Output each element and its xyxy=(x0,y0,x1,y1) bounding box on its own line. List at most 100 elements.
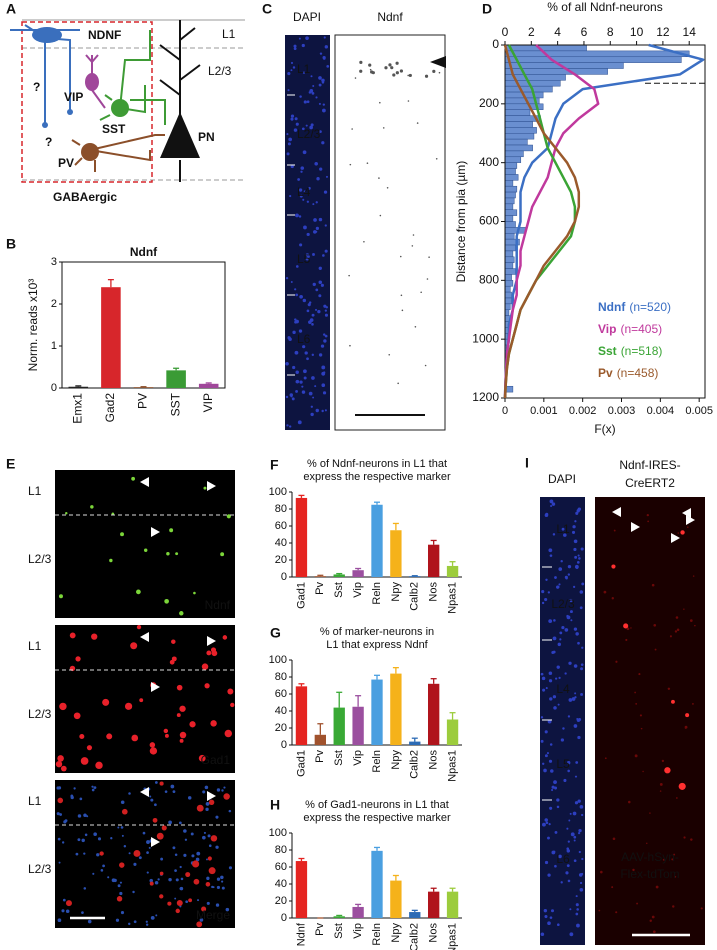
cell-dot xyxy=(286,424,289,427)
x-tick-label: 6 xyxy=(581,25,588,39)
cell-dot xyxy=(174,897,177,900)
y-tick-label: 80 xyxy=(275,671,287,683)
cell-dot xyxy=(58,594,63,599)
cell-dot xyxy=(548,548,553,553)
cell-dot xyxy=(95,761,103,770)
micrograph xyxy=(334,34,446,431)
error-bar xyxy=(355,567,362,571)
cell-dot xyxy=(638,673,641,676)
cell-dot xyxy=(390,66,394,70)
cell-dot xyxy=(556,585,560,589)
bar xyxy=(314,576,326,577)
arrowhead xyxy=(207,791,216,801)
arrowhead xyxy=(361,812,370,822)
cell-dot xyxy=(285,277,289,280)
x-tick-label: Vip xyxy=(352,923,364,939)
arrowhead xyxy=(361,634,370,644)
cell-dot xyxy=(560,738,565,742)
cell-dot xyxy=(230,702,235,708)
histogram-bar xyxy=(504,144,533,152)
cell-dot xyxy=(416,122,419,124)
cell-dot xyxy=(223,793,230,800)
cell-dot xyxy=(615,911,618,914)
cell-dot xyxy=(318,353,323,357)
cell-dot xyxy=(363,240,365,243)
legend-entry: Sst (n=518) xyxy=(598,344,662,358)
x-tick-label: Npas1 xyxy=(446,750,458,782)
cell-dot xyxy=(57,755,64,762)
cell-dot xyxy=(220,875,224,880)
cell-dot xyxy=(315,408,319,413)
cell-dot xyxy=(102,864,105,868)
y-tick-label: 40 xyxy=(275,878,287,890)
channel-label: Merge xyxy=(196,908,230,922)
cell-dot xyxy=(566,760,571,765)
cell-dot xyxy=(288,137,293,142)
cell-dot xyxy=(567,564,572,569)
histogram-bar xyxy=(504,180,514,187)
cell-dot xyxy=(674,630,678,633)
cell-dot xyxy=(295,390,298,393)
cell-dot xyxy=(77,814,82,818)
cell-dot xyxy=(157,878,160,881)
cell-dot xyxy=(175,878,179,882)
cell-dot xyxy=(154,781,158,784)
cell-dot xyxy=(116,896,123,902)
cell-dot xyxy=(215,845,219,849)
pv-neurites xyxy=(71,134,165,172)
cell-dot xyxy=(323,339,327,343)
cell-dot xyxy=(574,692,577,695)
cell-dot xyxy=(136,589,141,595)
cell-dot xyxy=(548,679,553,683)
cell-dot xyxy=(188,898,193,903)
cell-dot xyxy=(611,886,614,889)
cell-label: PV xyxy=(58,156,74,170)
panel-letter: H xyxy=(270,797,280,813)
cell-dot xyxy=(187,796,192,800)
cell-dot xyxy=(320,283,324,287)
cell-dot xyxy=(81,838,85,843)
error-bar xyxy=(430,678,437,684)
cell-dot xyxy=(196,921,203,928)
layer-label: L1 xyxy=(222,27,236,41)
cell-dot xyxy=(305,36,309,40)
cell-dot xyxy=(553,780,557,785)
x-tick-label: Sst xyxy=(333,923,345,939)
cell-dot xyxy=(298,329,303,333)
cell-dot xyxy=(207,834,211,838)
cell-dot xyxy=(93,786,97,790)
cell-dot xyxy=(545,578,548,581)
cell-dot xyxy=(623,623,629,629)
histogram-bar xyxy=(504,268,516,275)
error-bar xyxy=(336,572,343,575)
cell-dot xyxy=(323,371,326,374)
cell-dot xyxy=(57,786,62,790)
y-tick-label: 200 xyxy=(479,96,499,110)
cell-dot xyxy=(56,812,60,816)
cell-dot xyxy=(193,591,196,595)
histogram-bar xyxy=(504,109,531,116)
cell-dot xyxy=(649,812,651,814)
cell-dot xyxy=(299,380,303,384)
layer-label: L6 xyxy=(556,852,570,866)
bar xyxy=(133,387,154,388)
cell-dot xyxy=(579,881,583,885)
cell-dot xyxy=(322,254,325,257)
bar xyxy=(295,497,308,577)
histogram-bar xyxy=(504,191,516,199)
cell-dot xyxy=(567,769,570,773)
cell-dot xyxy=(567,715,571,718)
cell-dot xyxy=(659,790,662,792)
histogram-bar xyxy=(504,280,514,287)
cell-dot xyxy=(581,646,584,649)
histogram-bar xyxy=(504,185,518,193)
cell-dot xyxy=(683,608,685,610)
histogram-bar xyxy=(504,133,535,140)
cell-dot xyxy=(569,908,572,911)
histogram-bar xyxy=(504,262,514,269)
cell-dot xyxy=(299,95,302,98)
x2-tick-label: 0.001 xyxy=(530,405,558,417)
cell-dot xyxy=(550,504,553,508)
cell-dot xyxy=(640,727,643,730)
cell-dot xyxy=(90,505,94,509)
